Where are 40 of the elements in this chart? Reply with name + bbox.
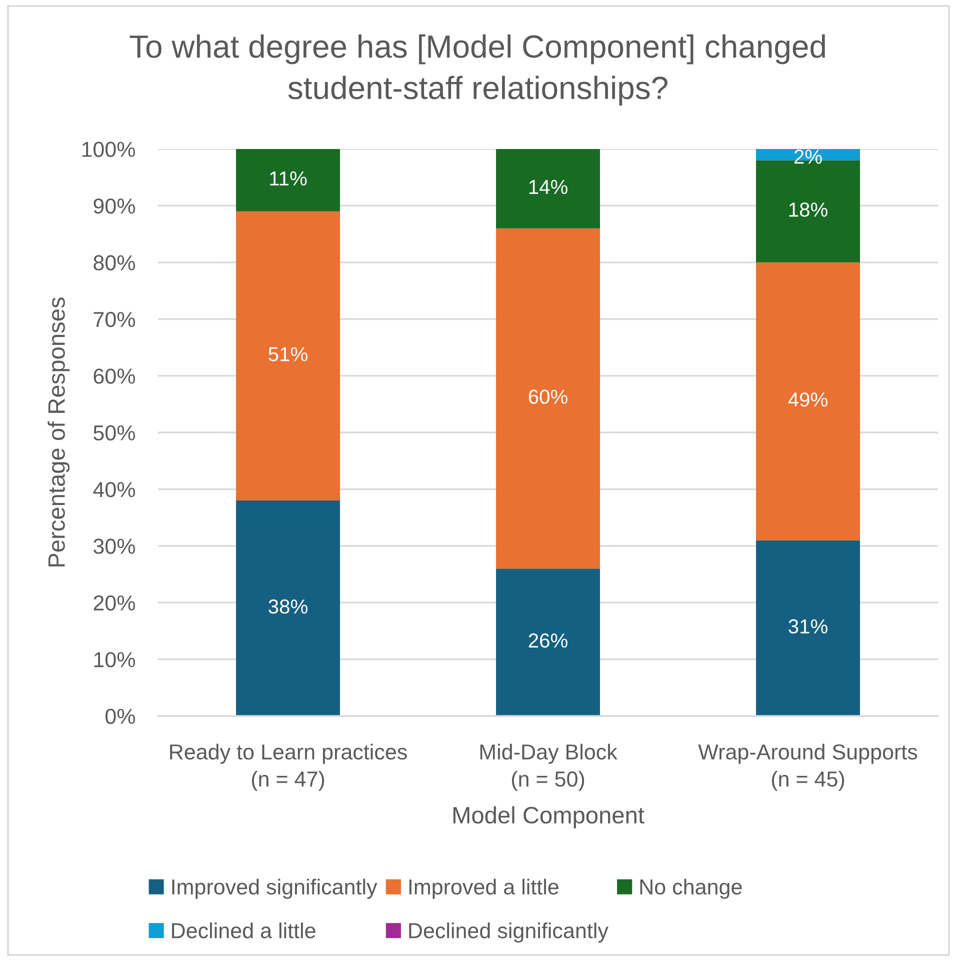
bar [496,149,600,228]
data-label: 60% [528,390,568,404]
bar [236,211,340,501]
bar [236,149,340,212]
data-label: 26% [528,633,568,648]
y-tick-label: 30% [94,538,136,554]
data-label: 2% [794,150,822,164]
data-label: 14% [529,180,568,194]
data-label: 11% [270,171,307,186]
x-tick-label: Wrap-Around Supports (n = 45) [698,744,918,791]
y-axis-title: Percentage of Responses [48,297,70,566]
y-tick-label: 0% [106,708,136,724]
data-label: 31% [788,619,828,634]
x-tick-label: Mid-Day Block (n = 50) [480,744,618,791]
x-tick-label: Ready to Learn practices (n = 47) [170,744,407,791]
y-tick-label: 60% [94,368,136,384]
y-tick-label: 100% [82,142,136,158]
y-tick-label: 20% [94,595,136,611]
y-tick-label: 50% [94,425,136,441]
bar [496,228,600,569]
data-label: 18% [789,202,828,217]
bar [756,262,860,540]
legend-label: Declined significantly [409,922,608,943]
y-tick-label: 70% [94,312,136,328]
y-tick-label: 40% [93,482,136,498]
legend-label: Improved a little [409,878,558,899]
chart-title: To what degree has [Model Component] changed student-staff relationships? [130,34,825,106]
legend-label: Improved significantly [172,878,378,899]
bar [236,500,340,716]
data-label: 38% [268,599,308,614]
bar [756,540,860,716]
data-label: 51% [268,347,308,362]
legend-label: No change [640,878,742,899]
y-tick-label: 80% [94,255,136,270]
y-tick-label: 90% [94,198,136,214]
bar [496,568,600,716]
x-axis-title: Model Component [453,806,644,828]
legend-label: Declined a little [172,922,316,938]
data-label: 49% [788,392,828,407]
y-tick-label: 10% [94,652,136,668]
